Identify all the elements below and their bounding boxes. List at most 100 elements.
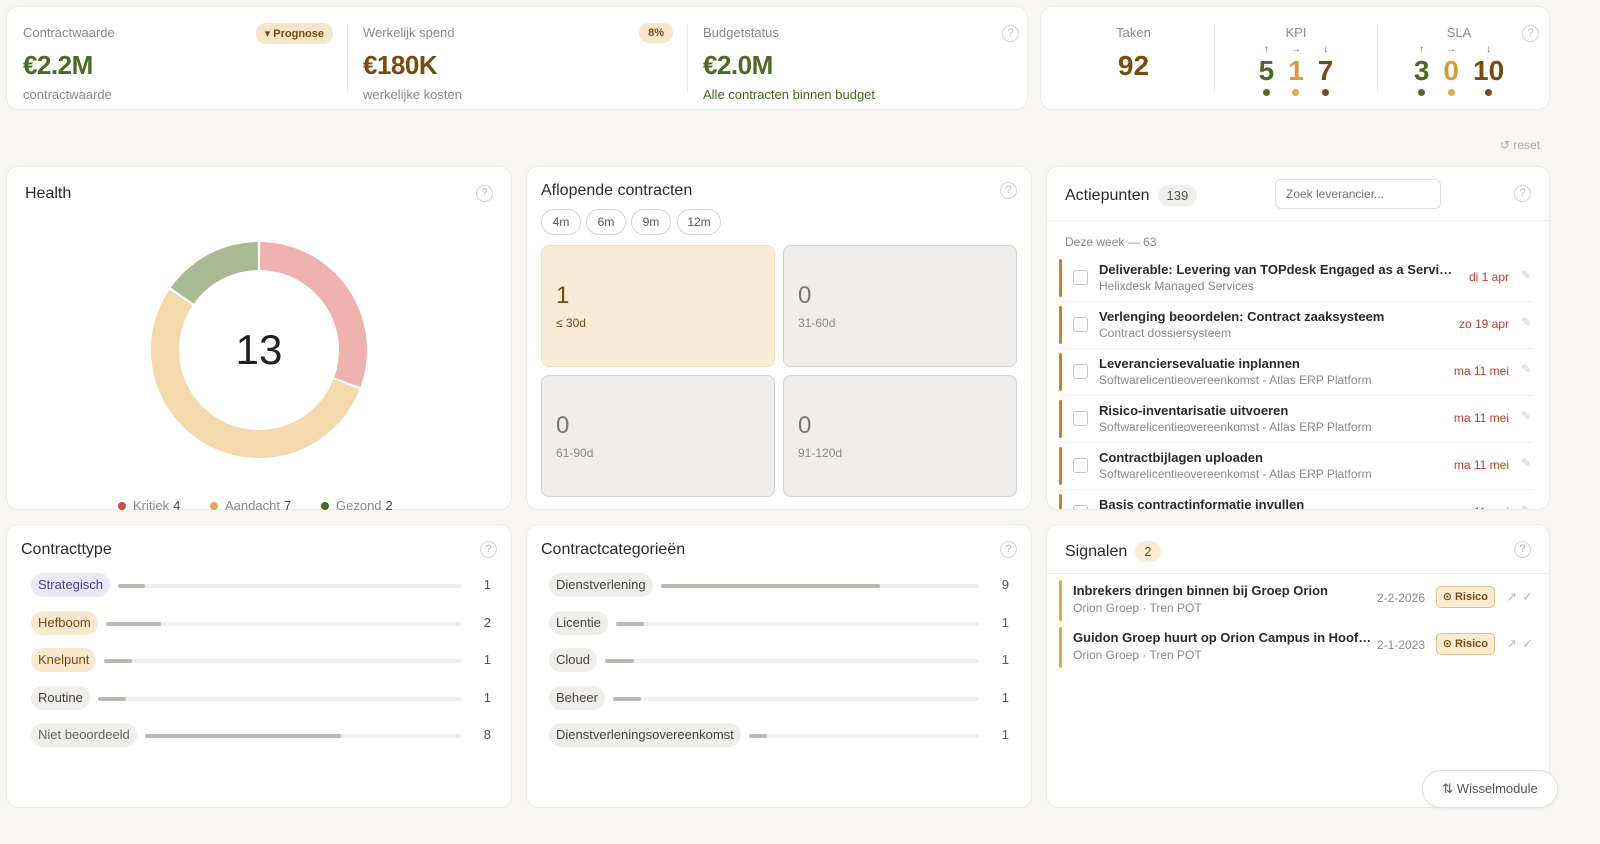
bar-row[interactable]: Beheer 1 — [549, 685, 1009, 712]
bar-label: Routine — [31, 685, 90, 710]
checkmark-icon[interactable]: ✓ — [1522, 589, 1533, 604]
action-item[interactable]: Basis contractinformatie invullen ma 11 … — [1059, 490, 1533, 510]
edit-icon[interactable]: ✎ — [1520, 362, 1531, 376]
help-icon[interactable]: ? — [1000, 541, 1017, 558]
bar-row[interactable]: Dienstverleningsovereenkomst 1 — [549, 723, 1009, 749]
card-title: Aflopende contracten — [541, 182, 693, 199]
bar-row[interactable]: Niet beoordeeld 8 — [31, 723, 491, 749]
action-item[interactable]: Contractbijlagen uploaden Softwarelicent… — [1059, 443, 1533, 490]
expiring-tile-90d[interactable]: 0 61-90d — [541, 375, 775, 497]
donut-segment-aandacht[interactable] — [151, 289, 360, 458]
kpi-actual-spend: Werkelijk spend €180K werkelijke kosten … — [347, 7, 687, 109]
help-icon[interactable]: ? — [480, 541, 497, 558]
help-icon[interactable]: ? — [1002, 25, 1019, 42]
kpi-label: Contractwaarde — [23, 25, 115, 40]
bar-count: 2 — [483, 614, 491, 630]
legend-label: Kritiek — [133, 498, 170, 513]
supplier-search-input[interactable] — [1275, 179, 1441, 209]
help-icon[interactable]: ? — [1514, 541, 1531, 558]
edit-icon[interactable]: ✎ — [1520, 315, 1531, 329]
action-item[interactable]: Verlenging beoordelen: Contract zaaksyst… — [1059, 302, 1533, 349]
badge-label: Prognose — [273, 28, 324, 40]
help-icon[interactable]: ? — [1000, 182, 1017, 199]
bar-row[interactable]: Licentie 1 — [549, 610, 1009, 637]
metric-label: Taken — [1116, 25, 1151, 40]
trend-value: 10 — [1473, 55, 1505, 86]
help-icon[interactable]: ? — [1514, 185, 1531, 202]
trend-value: 0 — [1443, 55, 1459, 86]
swap-icon: ⇅ — [1442, 781, 1454, 796]
action-due-date: ma 11 mei — [1454, 505, 1509, 509]
action-title: Risico-inventarisatie uitvoeren — [1099, 403, 1289, 418]
arrow-up-icon: ↑ — [1419, 44, 1425, 55]
kpi-value: €2.0M — [703, 50, 773, 80]
action-checkbox[interactable] — [1073, 505, 1088, 509]
bar-row[interactable]: Hefboom 2 — [31, 610, 491, 637]
action-item[interactable]: Risico-inventarisatie uitvoeren Software… — [1059, 396, 1533, 443]
tile-label: 31-60d — [798, 316, 836, 330]
action-item[interactable]: Deliverable: Levering van TOPdesk Engage… — [1059, 255, 1533, 302]
status-dot — [1418, 89, 1426, 96]
trend-value: 5 — [1258, 55, 1275, 86]
action-title: Leveranciersevaluatie inplannen — [1099, 356, 1300, 371]
bar-track — [118, 584, 461, 588]
kpi-contract-value: Contractwaarde €2.2M contractwaarde ▾ Pr… — [7, 7, 347, 109]
bar-label: Dienstverlening — [549, 573, 653, 597]
metric-sla: SLA ↑ 3 → 0 ↓ 10 — [1378, 7, 1540, 109]
signal-item[interactable]: Guidon Groep huurt op Orion Campus in Ho… — [1059, 624, 1535, 671]
bar-label: Hefboom — [31, 610, 98, 635]
expiring-tile-60d[interactable]: 0 31-60d — [783, 245, 1017, 367]
bar-count: 1 — [1001, 652, 1009, 667]
edit-icon[interactable]: ✎ — [1520, 456, 1531, 470]
signal-item[interactable]: Inbrekers dringen binnen bij Groep Orion… — [1059, 577, 1535, 624]
bar-row[interactable]: Cloud 1 — [549, 648, 1009, 674]
arrow-up-icon: ↑ — [1263, 44, 1269, 55]
range-4m-button[interactable]: 4m — [541, 209, 581, 235]
help-icon[interactable]: ? — [1522, 25, 1539, 42]
metric-label: KPI — [1285, 25, 1307, 40]
legend-label: Gezond — [336, 498, 382, 513]
action-checkbox[interactable] — [1073, 317, 1088, 332]
bar-fill — [605, 659, 634, 663]
action-checkbox[interactable] — [1073, 364, 1088, 379]
action-checkbox[interactable] — [1073, 458, 1088, 473]
bar-row[interactable]: Strategisch 1 — [31, 573, 491, 599]
bar-label: Niet beoordeeld — [31, 723, 137, 747]
legend-dot — [210, 502, 218, 510]
bar-row[interactable]: Routine 1 — [31, 685, 491, 712]
kpi-label: Werkelijk spend — [363, 25, 455, 40]
range-9m-button[interactable]: 9m — [631, 209, 671, 235]
open-external-icon[interactable]: ↗ — [1506, 589, 1517, 604]
checkmark-icon[interactable]: ✓ — [1522, 636, 1533, 651]
edit-icon[interactable]: ✎ — [1520, 503, 1531, 510]
bar-label: Knelpunt — [31, 648, 97, 672]
bar-track — [616, 621, 979, 626]
action-due-date: ma 11 mei — [1453, 458, 1509, 472]
edit-icon[interactable]: ✎ — [1520, 268, 1531, 282]
donut-segment-kritiek[interactable] — [259, 242, 367, 388]
kpi-value: €180K — [363, 50, 438, 80]
action-due-date: ma 11 mei — [1453, 364, 1509, 378]
help-icon[interactable]: ? — [476, 185, 493, 202]
bar-row[interactable]: Knelpunt 1 — [31, 648, 491, 674]
donut-segment-gezond[interactable] — [170, 242, 259, 304]
prognose-badge[interactable]: ▾ Prognose — [255, 23, 333, 44]
reset-button[interactable]: ↺ reset — [1500, 138, 1541, 152]
switch-module-button[interactable]: ⇅ Wisselmodule — [1422, 770, 1558, 808]
open-external-icon[interactable]: ↗ — [1506, 636, 1517, 651]
range-12m-button[interactable]: 12m — [677, 209, 721, 235]
bar-row[interactable]: Dienstverlening 9 — [549, 573, 1009, 599]
bar-label: Beheer — [549, 685, 605, 710]
expiring-tile-30d[interactable]: 1 ≤ 30d — [541, 245, 775, 367]
range-6m-button[interactable]: 6m — [586, 209, 626, 235]
action-checkbox[interactable] — [1073, 270, 1088, 285]
edit-icon[interactable]: ✎ — [1520, 409, 1531, 423]
expiring-tile-120d[interactable]: 0 91-120d — [783, 375, 1017, 497]
signal-date: 2-1-2023 — [1376, 638, 1425, 652]
action-item[interactable]: Leveranciersevaluatie inplannen Software… — [1059, 349, 1533, 396]
divider — [687, 23, 688, 93]
tile-count: 0 — [798, 412, 812, 439]
status-dot — [1322, 89, 1330, 96]
action-due-date: di 1 apr — [1468, 270, 1509, 284]
action-checkbox[interactable] — [1073, 411, 1088, 426]
